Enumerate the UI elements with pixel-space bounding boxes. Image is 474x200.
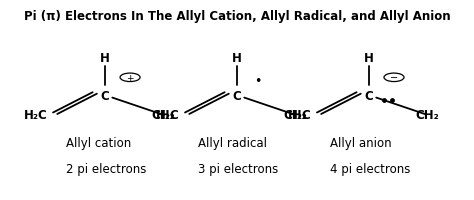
Text: Pi (π) Electrons In The Allyl Cation, Allyl Radical, and Allyl Anion: Pi (π) Electrons In The Allyl Cation, Al… (24, 10, 450, 23)
Text: +: + (126, 73, 134, 82)
Text: 4 pi electrons: 4 pi electrons (330, 162, 410, 175)
Text: CH₂: CH₂ (283, 109, 307, 122)
Text: H: H (364, 51, 374, 64)
Text: Allyl anion: Allyl anion (330, 137, 392, 150)
Text: CH₂: CH₂ (151, 109, 175, 122)
Text: H₂C: H₂C (24, 109, 47, 122)
Text: H: H (232, 51, 242, 64)
Text: 3 pi electrons: 3 pi electrons (198, 162, 279, 175)
Text: Allyl cation: Allyl cation (66, 137, 132, 150)
Text: C: C (365, 90, 374, 103)
Text: C: C (100, 90, 109, 103)
Text: •: • (254, 74, 261, 87)
Text: H₂C: H₂C (287, 109, 311, 122)
Text: CH₂: CH₂ (415, 109, 439, 122)
Text: −: − (390, 73, 398, 83)
Text: C: C (233, 90, 241, 103)
Text: 2 pi electrons: 2 pi electrons (66, 162, 147, 175)
Text: H₂C: H₂C (155, 109, 179, 122)
Text: H: H (100, 51, 110, 64)
Text: Allyl radical: Allyl radical (198, 137, 267, 150)
